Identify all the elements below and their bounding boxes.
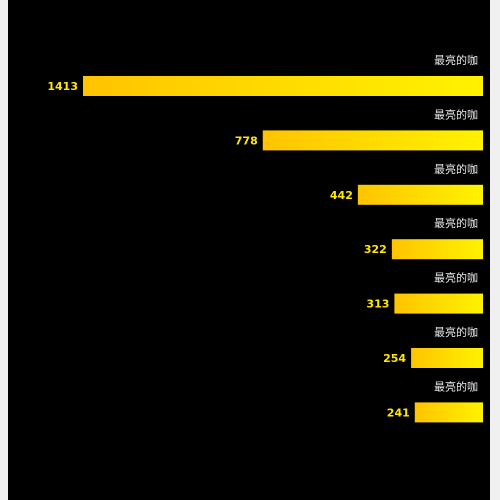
category-label: 最亮的咖 [434, 216, 478, 230]
bar [394, 293, 483, 314]
bar [83, 76, 483, 96]
category-label: 最亮的咖 [434, 53, 478, 67]
value-label: 1413 [47, 80, 78, 93]
bar [391, 239, 483, 260]
value-label: 442 [330, 189, 353, 202]
category-label: 最亮的咖 [434, 379, 478, 393]
category-label: 最亮的咖 [434, 271, 478, 285]
category-label: 最亮的咖 [434, 107, 478, 121]
value-label: 778 [235, 134, 258, 147]
bar [262, 130, 483, 151]
category-label: 最亮的咖 [434, 325, 478, 339]
value-label: 322 [364, 243, 387, 256]
value-label: 254 [383, 352, 406, 365]
bar [414, 402, 483, 423]
bar [411, 348, 483, 368]
category-label: 最亮的咖 [434, 162, 478, 176]
bar [357, 184, 483, 205]
value-label: 313 [366, 298, 389, 311]
value-label: 241 [387, 406, 410, 419]
